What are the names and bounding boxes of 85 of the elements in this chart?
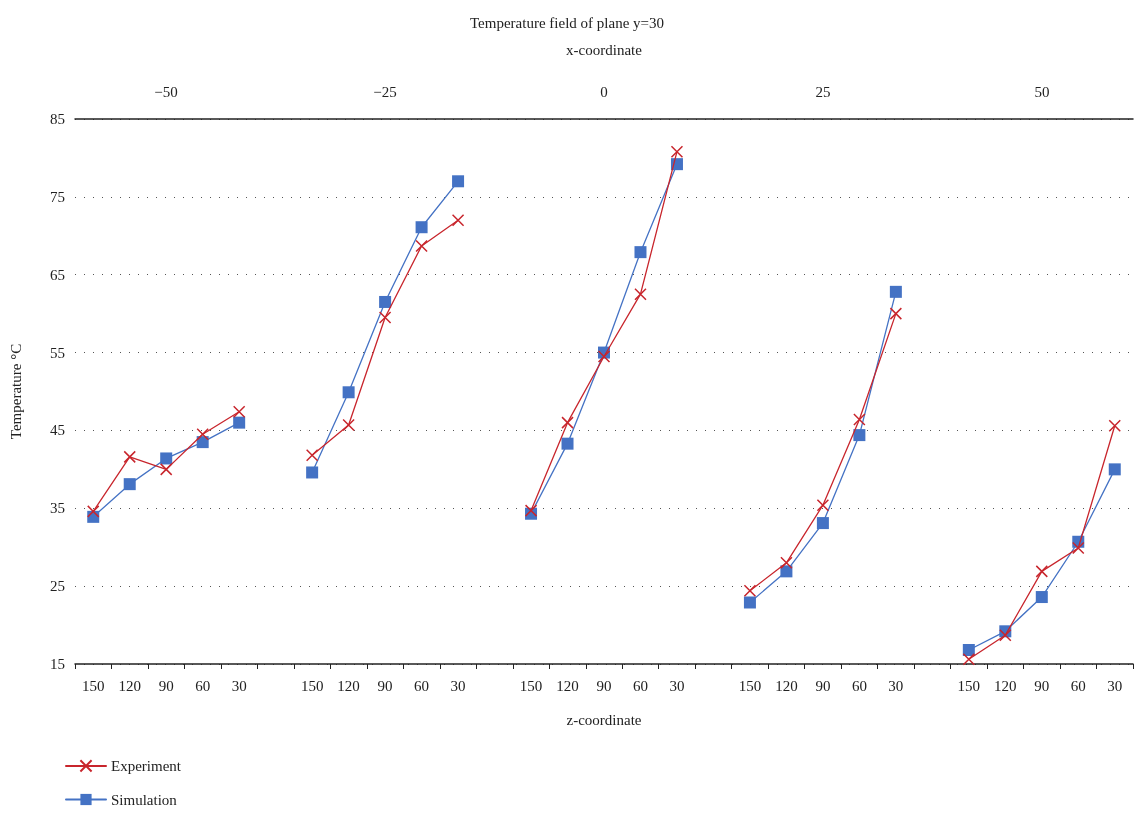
y-tick-label: 85 [50,111,65,127]
x-tick-label: 30 [669,677,685,694]
legend-label: Simulation [111,791,178,808]
y-tick-label: 35 [50,500,65,517]
point [342,418,355,432]
x2-tick-label: −25 [373,83,397,100]
point [561,416,574,429]
x-tick-label: 90 [596,677,612,694]
y-tick-label: 45 [50,422,65,439]
point [743,596,756,609]
y-tick-label: 55 [50,344,65,361]
x-tick-label: 90 [158,677,174,694]
x-tick-label: 120 [775,677,798,694]
point [853,413,866,426]
point [1108,419,1122,433]
x2-axis-title: x-coordinate [566,41,643,58]
x-tick-label: 120 [118,677,141,694]
point [597,350,611,363]
point [889,285,902,298]
point [1108,463,1121,476]
x-tick-label: 150 [300,677,324,694]
point [379,295,392,308]
point [634,287,647,301]
x-tick-label: 120 [337,677,360,694]
point [780,556,793,570]
y-tick-label: 15 [50,656,65,672]
x-tick-label: 150 [957,677,981,694]
point [196,428,209,441]
point [816,498,830,512]
x-tick-label: 150 [519,677,543,694]
point [342,386,355,399]
x2-tick-label: 0 [600,83,608,100]
x-tick-label: 60 [195,677,211,694]
point [962,653,976,666]
x-tick-label: 60 [1070,677,1086,694]
point [452,175,465,188]
point [1035,565,1049,578]
x-tick-label: 150 [81,677,105,694]
point [160,452,173,465]
point [962,643,975,656]
point [670,145,684,158]
x-tick-label: 30 [1107,677,1123,694]
x2-tick-label: 25 [815,83,831,100]
y-tick-label: 25 [50,578,65,595]
point [378,311,392,324]
point [415,221,428,234]
legend-label: Experiment [111,757,182,774]
x-tick-label: 150 [738,677,762,694]
x-tick-label: 30 [888,677,904,694]
x2-tick-label: −50 [154,83,178,100]
x-tick-label: 60 [414,677,430,694]
x-axis-title: z-coordinate [566,711,642,728]
x2-tick-label: 50 [1034,83,1050,100]
x-tick-label: 120 [556,677,579,694]
point [889,307,903,320]
point [305,449,319,462]
point [634,246,647,259]
point [232,405,246,418]
point [233,416,246,429]
x-tick-label: 30 [231,677,247,694]
chart-title: Temperature field of plane y=30 [470,14,664,31]
x-tick-label: 60 [851,677,867,694]
point [123,478,136,491]
x-tick-label: 90 [1034,677,1050,694]
point [86,505,100,518]
x-tick-label: 90 [377,677,393,694]
point [123,450,136,464]
x-tick-label: 120 [994,677,1017,694]
x-tick-label: 30 [450,677,466,694]
point [999,628,1012,642]
point [853,429,866,442]
y-tick-label: 65 [50,266,65,283]
point [561,437,574,450]
y-tick-label: 75 [50,188,65,205]
y-axis-title: Temperature °C [7,343,24,440]
point [451,213,465,227]
x-tick-label: 60 [632,677,648,694]
point [415,239,428,253]
point [306,466,319,479]
point [159,463,173,476]
point [743,584,757,598]
point [816,517,829,530]
x-tick-label: 90 [815,677,831,694]
point [1072,541,1085,555]
point [1035,591,1048,604]
